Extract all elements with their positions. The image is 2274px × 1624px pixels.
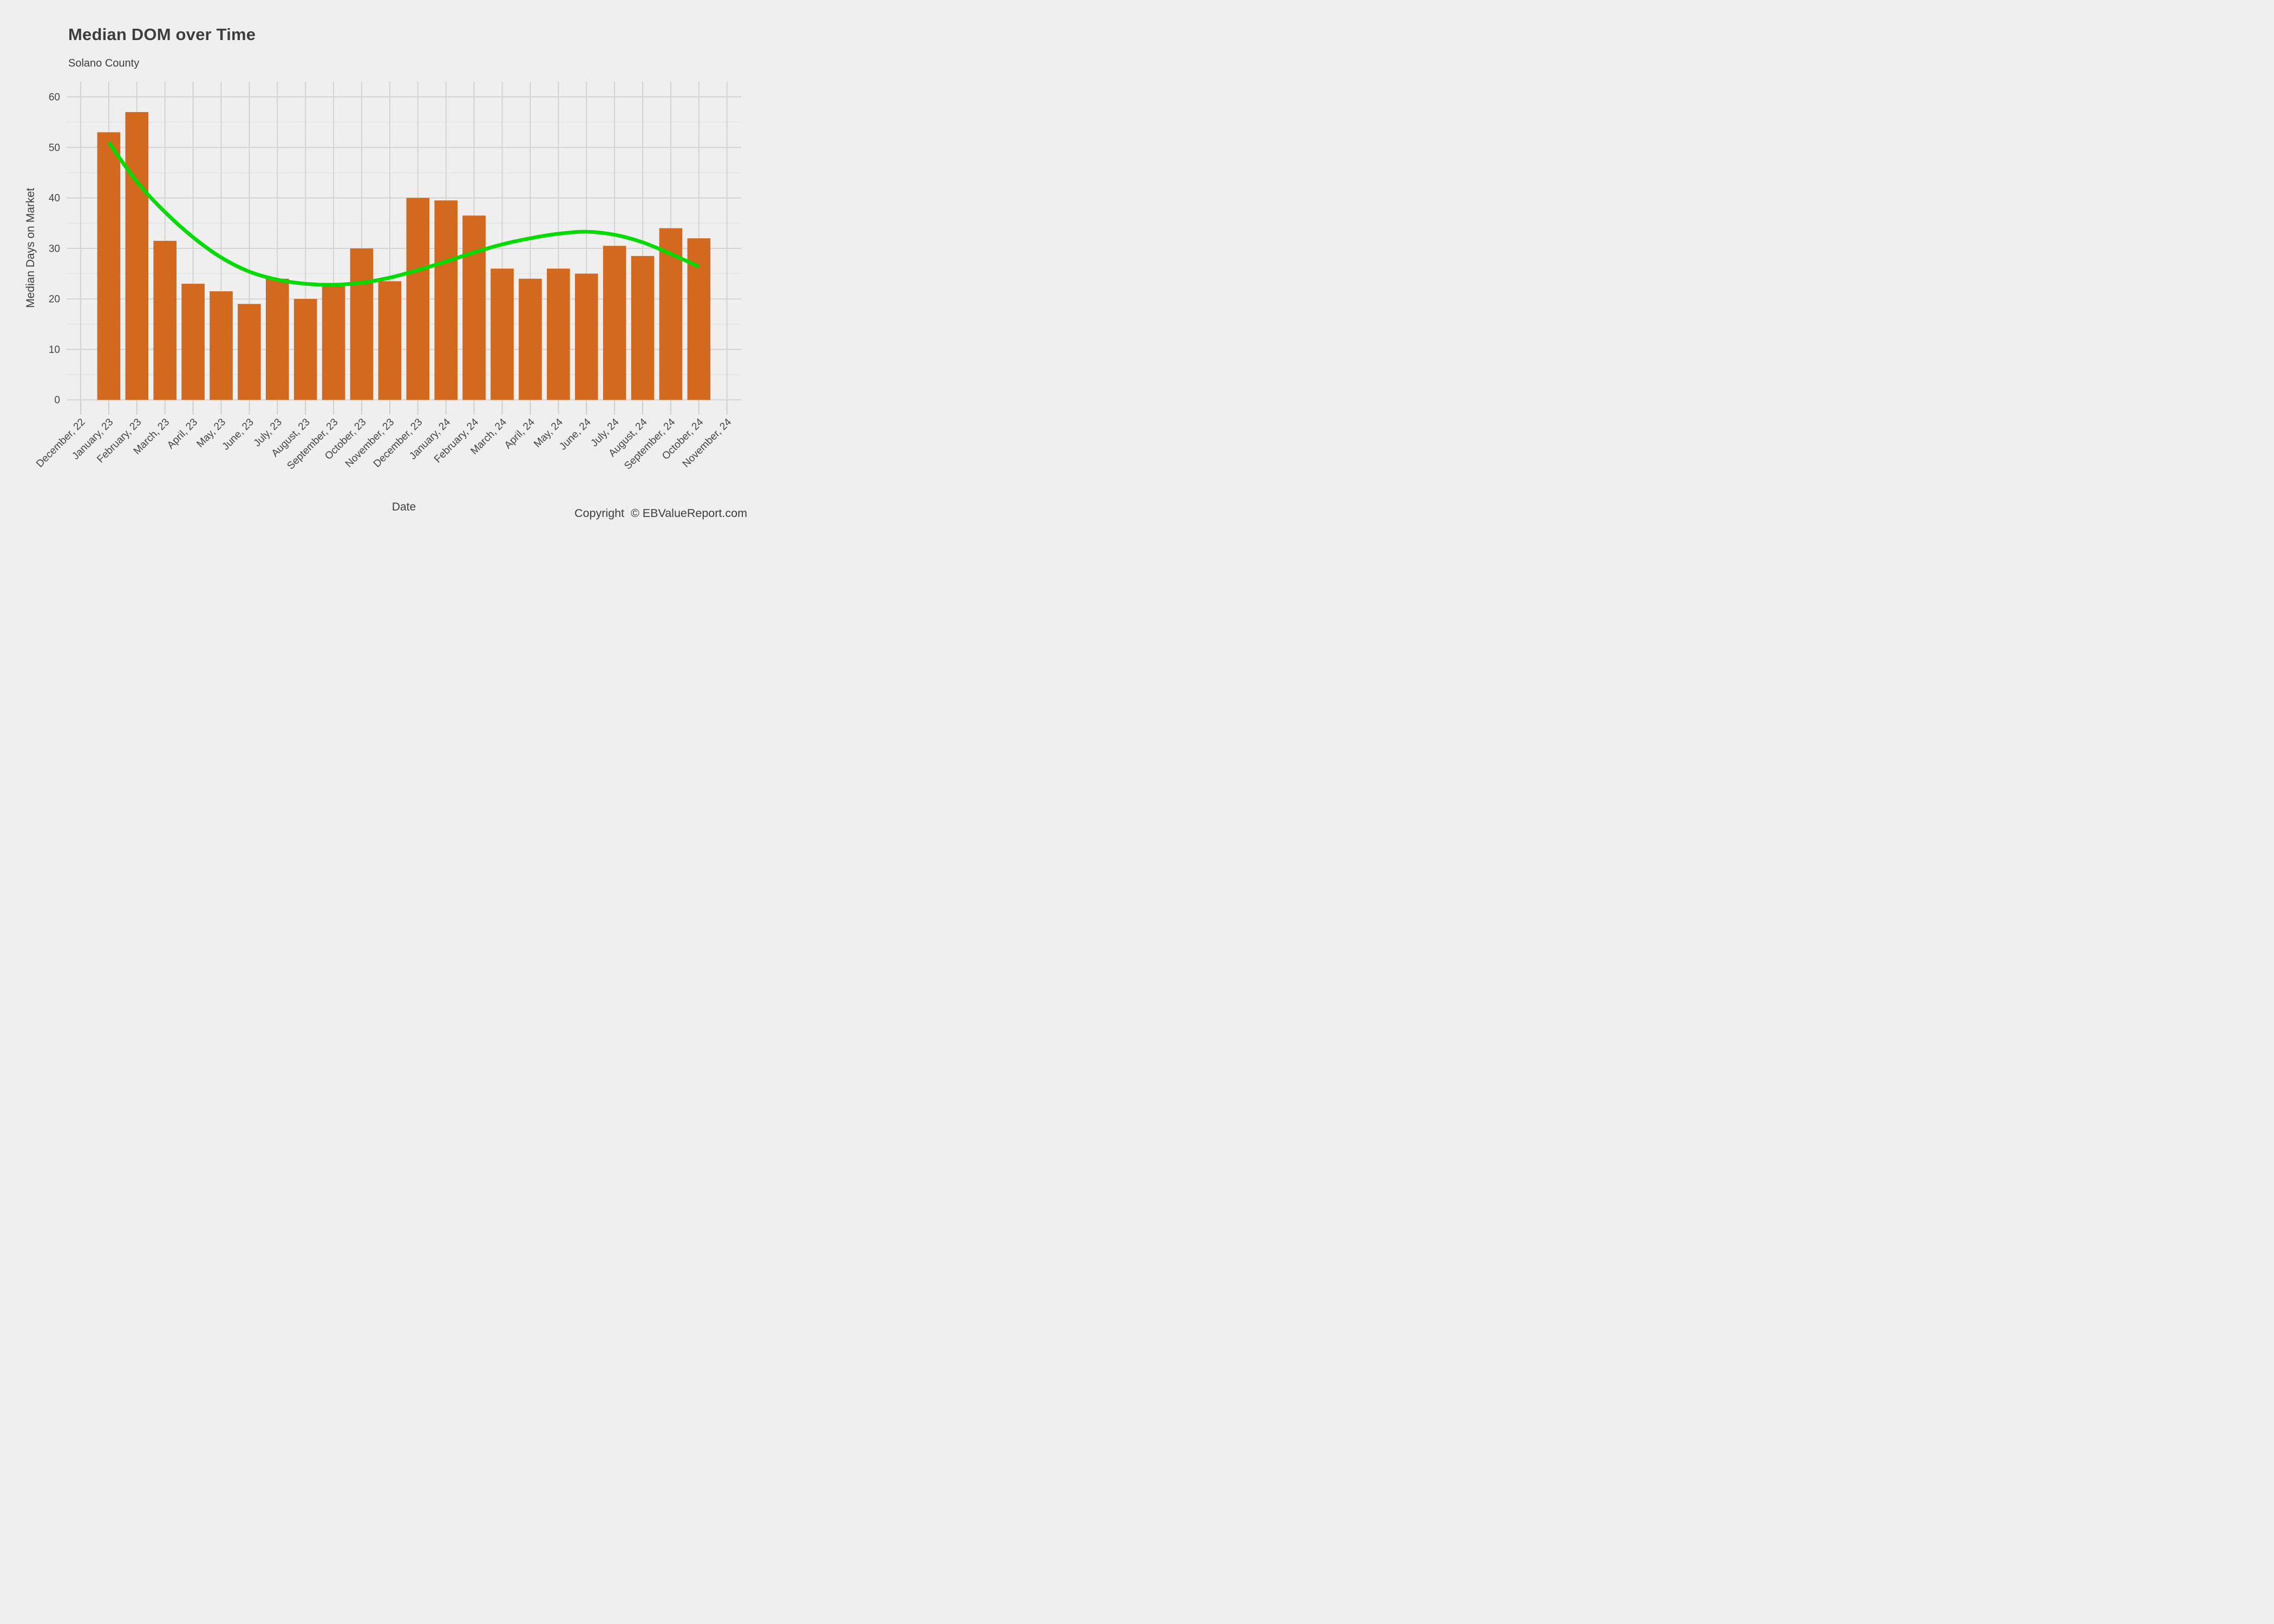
bar: [603, 246, 626, 400]
bar: [378, 281, 402, 400]
y-tick-label: 60: [49, 92, 60, 103]
x-tick-label: November, 23: [343, 416, 396, 469]
bar: [574, 273, 598, 400]
x-tick-label: June, 24: [557, 416, 593, 453]
y-tick-label: 10: [49, 344, 60, 356]
x-tick-label: April, 23: [165, 416, 200, 451]
bar: [238, 304, 261, 400]
x-tick-label: December, 22: [34, 416, 87, 469]
copyright-text: Copyright © EBValueReport.com: [574, 507, 747, 520]
bar: [631, 256, 655, 400]
x-tick-label: November, 24: [681, 416, 734, 470]
x-tick-label: June, 23: [220, 416, 256, 452]
trend-line: [107, 141, 700, 287]
chart-figure: { "copyright": "Copyright \u00a0© EBValu…: [0, 0, 758, 541]
y-tick-label: 0: [54, 395, 60, 406]
y-axis-title: Median Days on Market: [24, 188, 37, 308]
y-tick-label: 20: [49, 294, 60, 305]
bar: [293, 299, 317, 400]
bar: [491, 269, 514, 400]
bar: [322, 286, 345, 400]
bar: [547, 269, 570, 400]
bar: [266, 278, 289, 400]
bar: [97, 132, 121, 400]
bar: [153, 240, 177, 400]
bar: [406, 198, 430, 400]
y-tick-label: 40: [49, 193, 60, 204]
chart-subtitle: Solano County: [68, 57, 140, 69]
bar: [181, 284, 205, 400]
y-tick-label: 30: [49, 243, 60, 254]
bar: [210, 291, 233, 400]
x-tick-label: April, 24: [502, 416, 537, 451]
chart-title: Median DOM over Time: [68, 25, 256, 44]
bar: [462, 215, 486, 400]
bar: [350, 248, 374, 400]
bar: [125, 112, 149, 400]
bar: [519, 278, 542, 400]
bar: [434, 200, 458, 400]
y-tick-label: 50: [49, 142, 60, 154]
x-axis-title: Date: [391, 501, 416, 513]
x-tick-label: December, 23: [371, 416, 424, 469]
